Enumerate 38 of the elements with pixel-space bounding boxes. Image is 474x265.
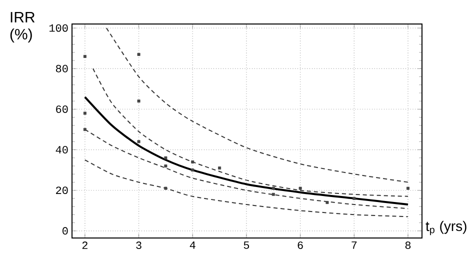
- y-axis-title: IRR (%): [10, 12, 35, 42]
- point: [272, 192, 275, 196]
- point: [164, 164, 168, 168]
- point: [137, 140, 140, 144]
- y-tick-label: 80: [56, 64, 68, 72]
- x-tick-label: 3: [136, 242, 142, 249]
- line-series: [84, 128, 408, 210]
- point: [137, 100, 140, 103]
- point: [406, 186, 410, 190]
- x-tick-label: 5: [244, 242, 250, 249]
- y-tick-label: 20: [56, 186, 68, 194]
- line-series: [84, 159, 408, 218]
- point: [218, 166, 222, 170]
- y-tick-label: 40: [56, 146, 68, 154]
- x-tick-label: 2: [82, 242, 88, 249]
- x-tick-label: 6: [298, 242, 303, 249]
- point: [83, 128, 86, 131]
- point: [83, 112, 86, 115]
- point: [137, 52, 140, 56]
- y-tick-label: 100: [49, 24, 68, 32]
- point: [191, 168, 194, 172]
- x-tick-label: 4: [190, 242, 196, 249]
- line-series: [106, 28, 408, 183]
- point: [352, 196, 356, 200]
- point: [326, 200, 329, 204]
- point: [164, 156, 168, 160]
- point: [164, 186, 168, 190]
- point: [298, 186, 302, 190]
- point: [272, 186, 275, 190]
- point: [83, 54, 86, 58]
- x-tick-label: 7: [352, 242, 357, 249]
- x-tick-label: 8: [405, 242, 411, 249]
- line-series: [84, 96, 409, 206]
- y-tick-label: 60: [56, 105, 68, 113]
- x-axis-title: t$_{p}$ (yrs): [426, 220, 466, 236]
- point: [191, 160, 194, 164]
- y-tick-label: 0: [62, 227, 68, 235]
- line-series: [92, 68, 408, 197]
